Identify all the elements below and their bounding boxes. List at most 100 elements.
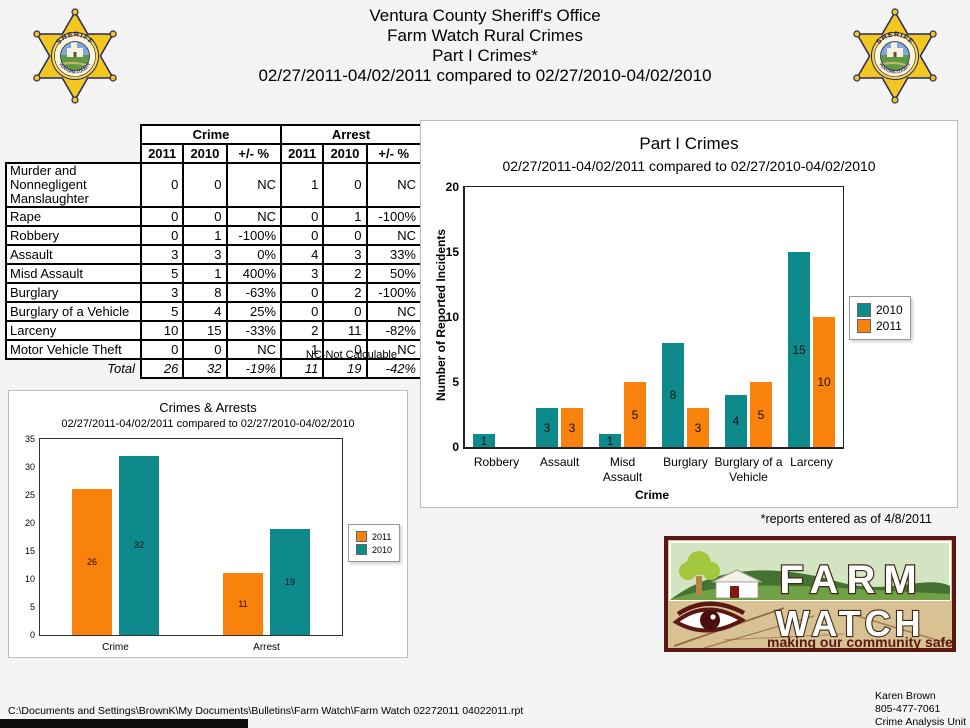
title-line-2: Farm Watch Rural Crimes (387, 26, 583, 45)
table-cell: 3 (279, 263, 325, 284)
bar-value-label: 19 (284, 576, 295, 587)
bar-group: 26 32 (40, 439, 191, 635)
legend: 2010 2011 (849, 296, 911, 340)
bar-2011-burglary: 3 (687, 408, 709, 447)
bar-value-label: 1 (480, 433, 488, 448)
table-total-label: Total (107, 361, 135, 376)
bar-2010-burglary-of-a-vehicle: 4 (725, 395, 747, 447)
table-row-label: Misd Assault (5, 263, 142, 284)
table-cell: 2 (279, 320, 325, 341)
table-cell: 0 (139, 225, 185, 246)
bar-value-label: 10 (817, 375, 831, 389)
farm-watch-logo: FARM WATCH making our community safe (664, 536, 956, 652)
table-sub-header: 2011 (139, 143, 185, 164)
bar-2010-larceny: 15 (788, 252, 810, 447)
table-cell: 3 (139, 244, 185, 265)
y-tick-label: 10 (24, 574, 35, 585)
table-cell: -100% (365, 206, 422, 227)
table-total-cell: 11 (279, 358, 325, 379)
contact-name: Karen Brown (875, 690, 936, 702)
bar-group: 1 (465, 187, 528, 448)
plot-area: 0 5 10 15 20 25 30 35 26 32 Crime 11 19 Arrest (25, 434, 343, 653)
y-tick-label: 25 (24, 490, 35, 500)
bar-value-label: 5 (631, 407, 639, 422)
table-cell: -100% (225, 225, 282, 246)
bar-group: 15 10 (780, 187, 843, 447)
table-row: Burglary of a Vehicle 5 4 25% 0 0 NC (5, 301, 422, 322)
page-title: Ventura County Sheriff's Office Farm Wat… (0, 6, 970, 86)
legend-swatch (857, 319, 871, 333)
legend: 2011 2010 (347, 524, 400, 562)
table-total-row: Total 26 32 -19% 11 19 -42% (6, 358, 422, 379)
table-cell: 1 (182, 263, 228, 284)
y-tick-label: 20 (445, 180, 459, 194)
bar-value-label: 3 (694, 420, 702, 435)
x-category-label: Assault (539, 455, 580, 469)
table-cell: 0 (279, 206, 325, 227)
table-row-label: Robbery (5, 225, 142, 246)
table-row: Larceny 10 15 -33% 2 11 -82% (5, 320, 422, 341)
table-cell: NC (365, 301, 422, 322)
table-cell: 0 (139, 162, 185, 208)
contact-block: Karen Brown 805-477-7061 Crime Analysis … (875, 690, 966, 728)
table-cell: 0% (225, 244, 282, 265)
bar-2010-crime: 32 (119, 455, 159, 635)
legend-label: 2011 (876, 319, 902, 333)
sheriff-badge-left: SHERIFF VENTURA COUNTY (25, 4, 125, 104)
table-cell: 3 (139, 282, 185, 303)
chart-subtitle: 02/27/2011-04/02/2011 compared to 02/27/… (502, 158, 876, 174)
bar-2010-assault: 3 (536, 408, 558, 447)
contact-phone: 805-477-7061 (875, 703, 941, 715)
table-group-header-arrest: Arrest (280, 124, 422, 145)
x-category-label: Burglary (663, 455, 708, 469)
legend-label: 2010 (371, 544, 392, 555)
farm-watch-tagline: making our community safe (767, 634, 953, 650)
bar-value-label: 11 (238, 599, 248, 610)
table-row: Motor Vehicle Theft 0 0 NC 1 0 NC (5, 339, 422, 360)
bar-value-label: 26 (86, 557, 97, 568)
part1-crimes-chart: Part I Crimes 02/27/2011-04/02/2011 comp… (420, 120, 958, 508)
table-cell: 0 (279, 301, 325, 322)
report-file-path: C:\Documents and Settings\BrownK\My Docu… (8, 705, 524, 717)
table-group-header-crime: Crime (140, 124, 282, 145)
x-category-label: Robbery (473, 455, 520, 469)
bar-value-label: 15 (792, 342, 806, 357)
legend-item: 2010 (857, 303, 903, 317)
table-cell: 3 (322, 244, 368, 265)
farm-watch-logo-art: FARM WATCH making our community safe (664, 536, 956, 652)
table-cell: 1 (279, 339, 325, 360)
y-tick-label: 5 (29, 602, 35, 613)
x-category-label: Burglary of a Vehicle (714, 455, 783, 484)
x-category-label: Arrest (253, 642, 280, 653)
table-row: Rape 0 0 NC 0 1 -100% (5, 206, 422, 227)
title-line-1: Ventura County Sheriff's Office (369, 6, 601, 25)
bar-2010-robbery: 1 (473, 433, 495, 448)
table-cell: NC (365, 339, 422, 360)
x-category-label: Misd Assault (602, 455, 643, 484)
table-cell: 5 (139, 301, 185, 322)
table-row-label: Burglary (5, 282, 142, 303)
table-cell: 0 (139, 339, 185, 360)
table-row: Misd Assault 5 1 400% 3 2 50% (5, 263, 422, 284)
bar-2011-arrest: 11 (223, 573, 263, 635)
table-cell: 0 (182, 339, 228, 360)
table-cell: -100% (365, 282, 422, 303)
x-category-label: Crime (102, 642, 129, 653)
table-corner (6, 144, 141, 163)
chart-subtitle: 02/27/2011-04/02/2011 compared to 02/27/… (61, 418, 355, 430)
table-sub-header: 2011 (279, 143, 325, 164)
chart-title: Part I Crimes (639, 134, 739, 153)
farm-watch-word-watch: WATCH (775, 603, 924, 644)
table-cell: 0 (322, 225, 368, 246)
y-tick-label: 5 (452, 375, 459, 389)
legend-item: 2010 (355, 544, 392, 555)
table-sub-header: +/- % (225, 143, 282, 164)
bar-value-label: 1 (606, 433, 614, 448)
bar-value-label: 4 (732, 414, 740, 428)
y-tick-label: 15 (24, 546, 35, 556)
y-tick-label: 35 (24, 434, 35, 444)
table-cell: 0 (139, 206, 185, 227)
